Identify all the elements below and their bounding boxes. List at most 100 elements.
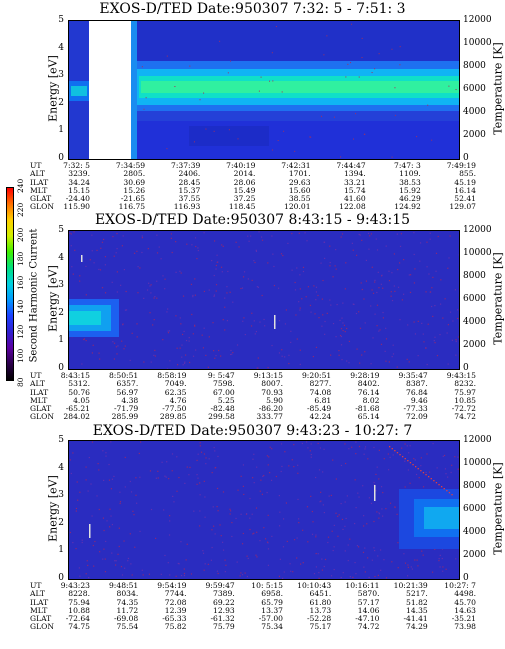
noise-dot — [136, 323, 138, 325]
noise-dot — [184, 482, 186, 485]
noise-dot — [253, 320, 255, 322]
noise-dot — [330, 304, 332, 306]
noise-dot — [203, 232, 205, 234]
noise-dot — [216, 570, 219, 572]
noise-dot — [266, 541, 269, 543]
noise-dot — [78, 567, 80, 569]
noise-dot — [345, 76, 347, 78]
noise-dot — [271, 235, 273, 237]
ephemeris-value: -65.33 — [162, 614, 187, 624]
noise-dot — [170, 237, 172, 239]
noise-dot — [220, 266, 223, 268]
noise-dot — [182, 364, 184, 366]
noise-dot — [153, 297, 155, 299]
noise-dot — [296, 537, 298, 539]
noise-dot — [177, 562, 179, 565]
noise-dot — [166, 461, 168, 463]
noise-dot — [242, 532, 244, 535]
noise-dot — [363, 515, 365, 517]
noise-dot — [262, 475, 264, 478]
noise-dot — [441, 548, 444, 550]
ephemeris-value: 10:10:43 — [297, 581, 332, 590]
noise-dot — [319, 501, 321, 503]
noise-dot — [263, 474, 265, 477]
noise-dot — [176, 347, 178, 349]
noise-dot — [282, 518, 285, 520]
noise-dot — [324, 320, 326, 323]
noise-dot — [425, 347, 427, 349]
noise-dot — [456, 309, 459, 311]
noise-dot — [425, 291, 427, 293]
noise-dot — [255, 554, 257, 556]
noise-dot — [113, 255, 115, 257]
noise-dot — [238, 246, 240, 248]
ephemeris-label: GLON — [30, 202, 54, 212]
noise-dot — [374, 313, 376, 315]
panel-title: EXOS-D/TED Date:950307 9:43:23 - 10:27: … — [92, 423, 413, 439]
ephemeris-value: 15.26 — [123, 185, 146, 195]
noise-dot — [336, 303, 338, 306]
noise-dot — [199, 494, 201, 496]
noise-dot — [74, 249, 76, 251]
noise-dot — [355, 453, 357, 455]
noise-dot — [354, 561, 356, 564]
noise-dot — [211, 259, 213, 262]
ephemeris-label: ILAT — [30, 597, 49, 607]
ephemeris-value: 74.72 — [357, 622, 380, 632]
noise-dot — [439, 333, 441, 336]
noise-dot — [116, 353, 118, 355]
noise-dot — [409, 445, 411, 447]
noise-dot — [92, 344, 94, 346]
marker — [81, 255, 83, 262]
noise-dot — [253, 482, 255, 484]
noise-dot — [297, 464, 299, 466]
noise-dot — [298, 518, 300, 520]
noise-dot — [269, 80, 271, 82]
noise-dot — [213, 274, 215, 277]
noise-dot — [311, 510, 313, 513]
ephemeris-value: -72.72 — [451, 404, 476, 414]
noise-dot — [242, 464, 245, 466]
noise-dot — [203, 569, 205, 571]
noise-dot — [290, 570, 292, 572]
noise-dot — [364, 351, 366, 353]
noise-dot — [436, 467, 438, 469]
noise-dot — [449, 311, 452, 313]
noise-dot — [345, 517, 347, 520]
noise-dot — [376, 511, 378, 513]
noise-dot — [321, 298, 323, 300]
noise-dot — [185, 339, 188, 342]
noise-dot — [439, 554, 441, 556]
noise-dot — [432, 276, 434, 279]
noise-dot — [282, 546, 285, 548]
right-tick: 10000 — [463, 38, 492, 48]
noise-dot — [370, 305, 372, 307]
ephemeris-value: 9.46 — [410, 395, 428, 405]
noise-dot — [332, 322, 335, 325]
ephemeris-value: -77.33 — [403, 404, 428, 414]
noise-dot — [135, 494, 137, 496]
noise-dot — [246, 513, 248, 515]
noise-dot — [119, 502, 121, 505]
noise-dot — [214, 357, 216, 359]
noise-dot — [310, 456, 312, 458]
noise-dot — [266, 491, 268, 494]
noise-dot — [211, 471, 213, 474]
noise-dot — [91, 352, 94, 354]
right-tick: 4000 — [463, 317, 486, 327]
noise-dot — [342, 572, 344, 574]
noise-dot — [309, 136, 311, 138]
noise-dot — [137, 292, 139, 294]
noise-dot — [208, 336, 210, 338]
noise-dot — [85, 573, 87, 575]
ephemeris-value: 7744. — [164, 589, 187, 599]
noise-dot — [259, 321, 261, 323]
noise-dot — [312, 355, 315, 358]
noise-dot — [283, 130, 285, 132]
noise-dot — [83, 338, 86, 340]
noise-dot — [310, 443, 312, 445]
noise-dot — [309, 450, 311, 452]
noise-dot — [434, 336, 436, 338]
ephemeris-value: 116.93 — [173, 202, 201, 212]
ephemeris-value: 8.02 — [362, 395, 380, 405]
